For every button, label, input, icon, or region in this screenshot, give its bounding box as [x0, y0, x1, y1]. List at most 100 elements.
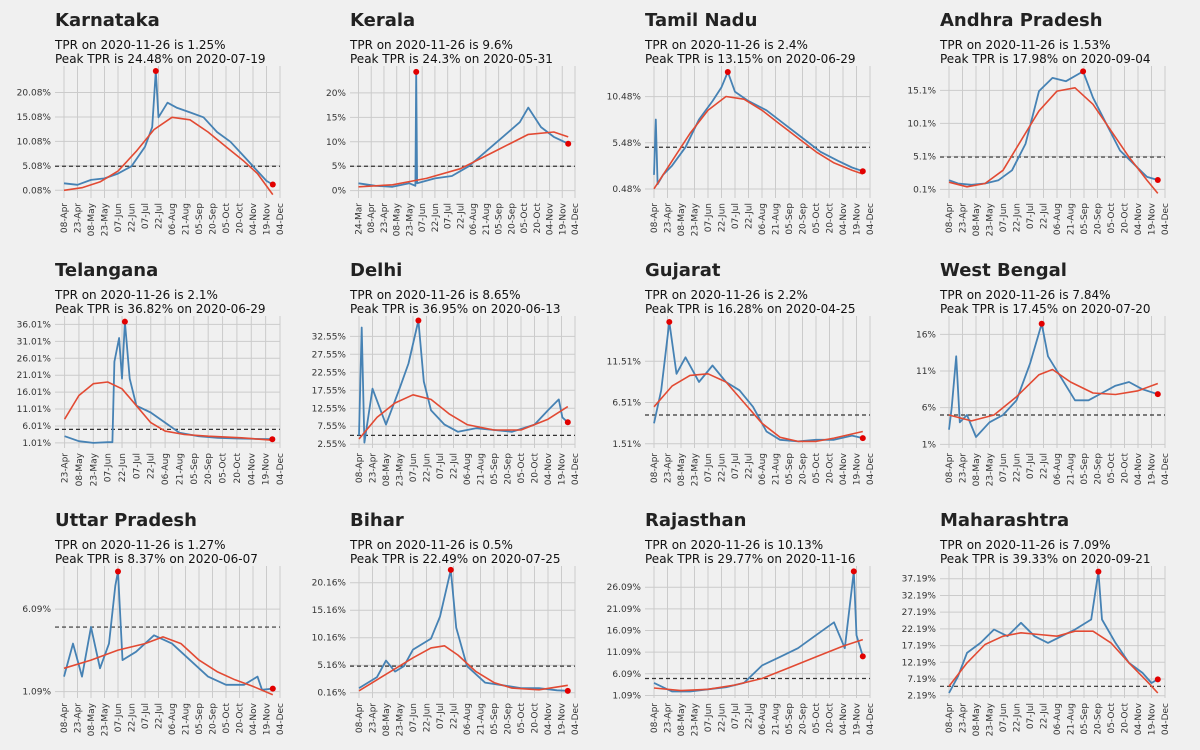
x-tick-label: 23-Apr [959, 453, 969, 483]
y-tick-label: 6.09% [22, 605, 51, 615]
x-tick-label: 04-Dec [571, 453, 581, 485]
x-tick-label: 22-Jul [155, 703, 165, 729]
current-tpr-text: TPR on 2020-11-26 is 1.53% [940, 38, 1111, 52]
x-tick-label: 05-Sep [1080, 703, 1090, 735]
y-tick-label: 6.01% [22, 422, 51, 432]
actual-tpr-line [653, 570, 864, 693]
y-tick-label: 20.08% [17, 88, 52, 98]
x-tick-label: 22-Jul [1040, 703, 1050, 729]
peak-point [415, 317, 422, 324]
panel-title: Tamil Nadu [645, 10, 758, 31]
line-chart: 1.01% 6.01% 11.01% 16.01% 21.01% 26.01% 31.01%… [17, 316, 286, 486]
x-tick-label: 08-May [382, 452, 392, 486]
panel-andhra-pradesh: Andhra Pradesh TPR on 2020-11-26 is 1.53%… [885, 0, 1185, 250]
y-tick-label: 27.19% [902, 608, 937, 618]
x-tick-label: 05-Oct [1107, 203, 1117, 234]
x-tick-label: 05-Oct [517, 703, 527, 734]
x-tick-label: 08-Apr [945, 203, 955, 233]
x-tick-label: 23-May [89, 452, 99, 486]
y-tick-label: 1.51% [612, 440, 641, 450]
x-tick-label: 21-Aug [477, 703, 487, 735]
y-tick-label: 16% [916, 330, 936, 340]
x-tick-label: 04-Dec [1161, 203, 1171, 235]
panel-title: Delhi [350, 260, 403, 281]
trend-line [653, 638, 864, 692]
current-tpr-text: TPR on 2020-11-26 is 7.09% [940, 538, 1111, 552]
y-tick-label: 6% [922, 404, 937, 414]
panel-rajasthan: Rajasthan TPR on 2020-11-26 is 10.13% Peak… [590, 500, 890, 750]
trend-line [948, 368, 1159, 422]
actual-tpr-line [64, 320, 273, 444]
y-tick-label: 17.55% [312, 386, 347, 396]
x-tick-label: 21-Aug [1067, 203, 1077, 235]
peak-tpr-text: Peak TPR is 16.28% on 2020-04-25 [645, 302, 856, 316]
x-tick-label: 08-May [382, 702, 392, 736]
panel-title: Kerala [350, 10, 416, 31]
peak-tpr-text: Peak TPR is 36.82% on 2020-06-29 [55, 302, 266, 316]
y-tick-label: 15.16% [312, 606, 347, 616]
latest-point [564, 419, 571, 426]
x-tick-label: 20-Sep [1094, 703, 1104, 735]
y-tick-label: 22.55% [312, 368, 347, 378]
x-tick-label: 08-May [87, 202, 97, 236]
x-tick-label: 23-May [986, 202, 996, 236]
y-tick-label: 20% [326, 89, 346, 99]
x-tick-label: 23-Apr [959, 203, 969, 233]
panel-title: Andhra Pradesh [940, 10, 1103, 31]
latest-point [1154, 176, 1161, 183]
x-tick-label: 04-Dec [571, 703, 581, 735]
x-tick-label: 21-Aug [482, 203, 492, 235]
x-tick-label: 20-Sep [1094, 453, 1104, 485]
x-tick-label: 22-Jul [456, 203, 466, 229]
x-tick-label: 19-Nov [853, 702, 863, 735]
y-tick-label: 10.1% [907, 119, 936, 129]
x-tick-label: 23-Apr [369, 703, 379, 733]
x-tick-label: 20-Oct [826, 703, 836, 734]
x-tick-label: 08-May [677, 702, 687, 736]
x-tick-label: 04-Nov [1134, 702, 1144, 735]
peak-point [724, 69, 731, 75]
y-tick-label: 0.16% [317, 689, 346, 699]
x-tick-label: 22-Jul [450, 453, 460, 479]
latest-point [1154, 391, 1161, 398]
y-tick-label: 7.19% [907, 675, 936, 685]
x-tick-label: 05-Oct [222, 703, 232, 734]
peak-tpr-text: Peak TPR is 17.45% on 2020-07-20 [940, 302, 1151, 316]
x-tick-label: 07-Jun [999, 703, 1009, 732]
y-tick-label: 5.08% [22, 162, 51, 172]
y-tick-label: 10.08% [17, 137, 52, 147]
x-tick-label: 23-May [405, 202, 415, 236]
x-tick-label: 20-Oct [533, 203, 543, 234]
x-tick-label: 20-Sep [799, 703, 809, 735]
x-tick-label: 23-May [986, 702, 996, 736]
panel-title: Karnataka [55, 10, 160, 31]
x-tick-label: 06-Aug [758, 703, 768, 735]
x-tick-label: 23-May [691, 452, 701, 486]
peak-point [121, 318, 128, 325]
x-tick-label: 20-Oct [826, 453, 836, 484]
x-tick-label: 05-Sep [785, 453, 795, 485]
panel-title: Telangana [55, 260, 159, 281]
y-tick-label: 11.09% [607, 648, 642, 658]
x-tick-label: 20-Sep [504, 703, 514, 735]
x-tick-label: 08-May [75, 452, 85, 486]
y-tick-label: 1.09% [612, 691, 641, 701]
y-tick-label: 22.19% [902, 625, 937, 635]
actual-tpr-line [653, 321, 864, 443]
current-tpr-text: TPR on 2020-11-26 is 8.65% [350, 288, 521, 302]
x-tick-label: 06-Aug [1053, 203, 1063, 235]
x-tick-label: 04-Nov [544, 702, 554, 735]
x-tick-label: 05-Sep [490, 703, 500, 735]
actual-tpr-line [358, 71, 569, 188]
current-tpr-text: TPR on 2020-11-26 is 7.84% [940, 288, 1111, 302]
x-tick-label: 22-Jun [118, 453, 128, 482]
current-tpr-text: TPR on 2020-11-26 is 9.6% [350, 38, 513, 52]
y-tick-label: 21.09% [607, 605, 642, 615]
x-tick-label: 22-Jun [718, 453, 728, 482]
latest-point [565, 140, 572, 147]
x-tick-label: 20-Sep [209, 203, 219, 235]
x-tick-label: 07-Jul [1026, 453, 1036, 479]
x-tick-label: 05-Sep [195, 703, 205, 735]
y-tick-label: 1.01% [22, 439, 51, 449]
y-tick-label: 5.48% [612, 139, 641, 149]
